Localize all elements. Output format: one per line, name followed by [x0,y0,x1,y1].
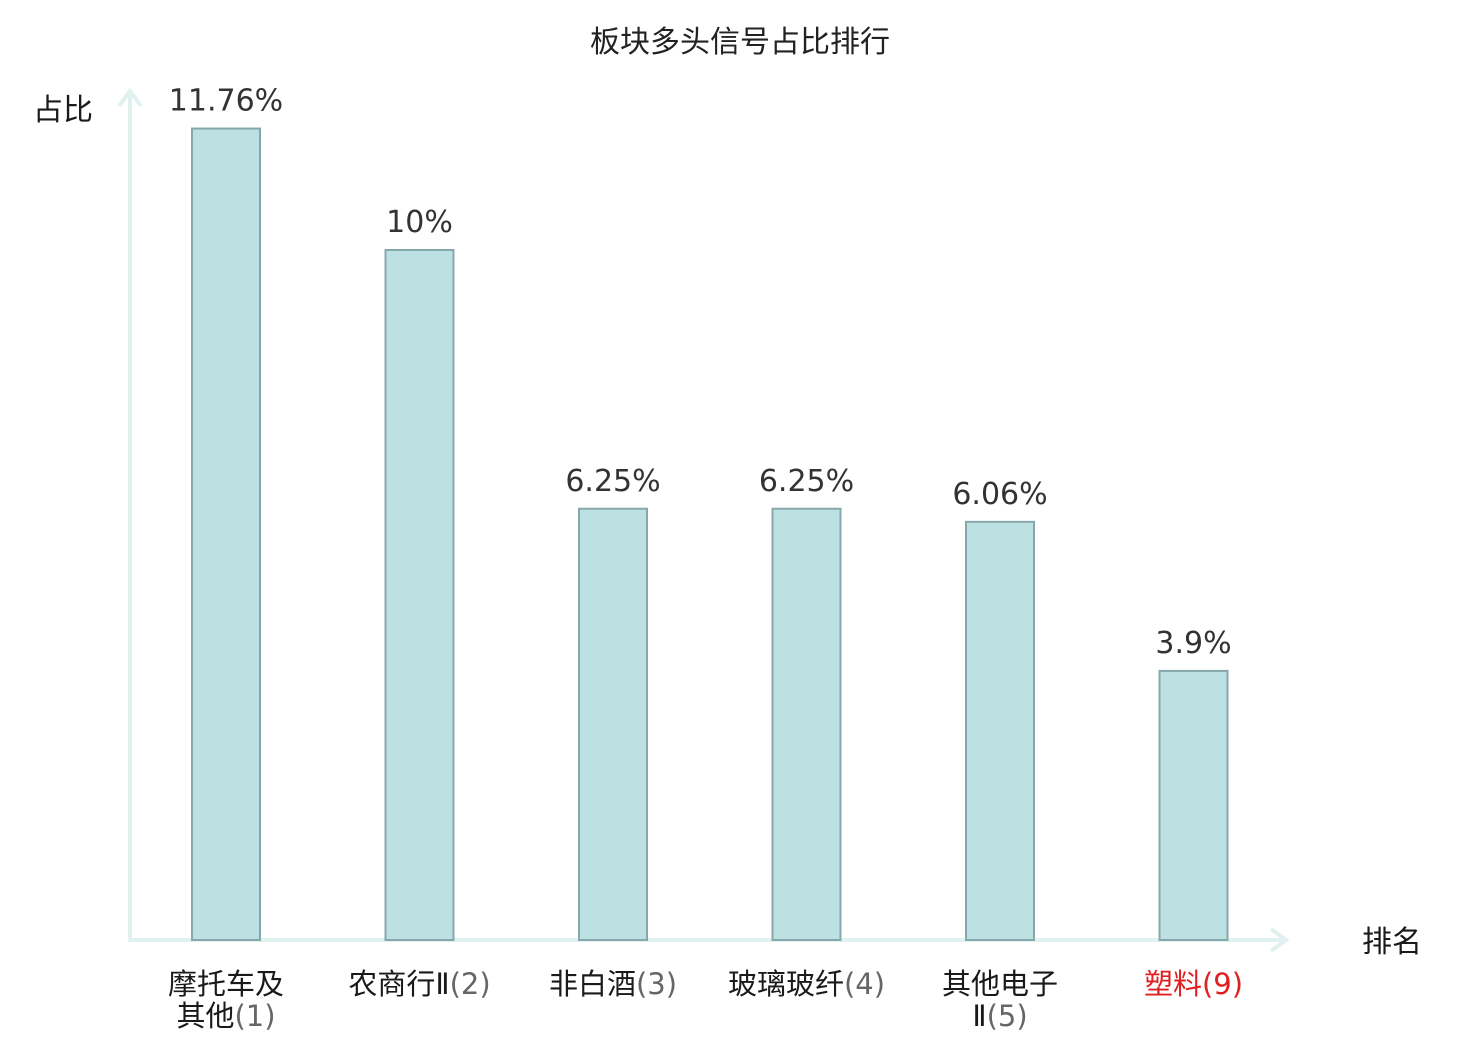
x-tick-label-4: 玻璃玻纤(4) [728,967,885,1001]
category-name: 玻璃玻纤 [728,967,844,1001]
x-axis-arrow [1269,927,1290,953]
x-tick-text: 玻璃玻纤(4) [728,967,885,1001]
chart-title: 板块多头信号占比排行 [590,25,890,60]
x-axis [128,927,1290,953]
category-name: 农商行Ⅱ [348,967,449,1001]
category-rank: (2) [450,967,491,1001]
x-tick-text: 塑料(9) [1144,967,1243,1001]
category-name: 其他电子 [942,967,1058,1001]
x-tick-label-2: 农商行Ⅱ(2) [348,967,490,1001]
category-name: 其他 [176,999,234,1033]
bar-2 [384,249,455,941]
x-tick-text: 农商行Ⅱ(2) [348,967,490,1001]
category-rank: (9) [1202,967,1243,1001]
x-tick-text: 其他(1) [176,999,275,1033]
bar-6 [1158,669,1229,942]
category-rank: (1) [234,999,275,1033]
category-name: 摩托车及 [168,967,284,1001]
value-label-5: 6.06% [952,477,1047,512]
value-label-6: 3.9% [1155,626,1231,661]
category-name: Ⅱ [972,999,986,1033]
bar-5 [965,520,1035,941]
value-label-2: 10% [386,205,453,240]
x-tick-text: 非白酒(3) [549,967,677,1001]
value-label-4: 6.25% [759,464,854,499]
value-label-1: 11.76% [169,84,283,119]
x-tick-label-3: 非白酒(3) [549,967,677,1001]
x-axis-label: 排名 [1362,925,1422,960]
x-tick-text: Ⅱ(5) [972,999,1027,1033]
y-axis-arrow [117,87,143,108]
x-tick-text: 其他电子 [942,967,1058,1001]
category-rank: (3) [636,967,677,1001]
value-label-3: 6.25% [565,464,660,499]
category-name: 非白酒 [549,967,636,1001]
bar-3 [578,507,648,941]
bars [191,127,1229,942]
category-rank: (5) [987,999,1028,1033]
x-tick-label-6: 塑料(9) [1144,967,1243,1001]
x-tick-text: 摩托车及 [168,967,284,1001]
y-axis-label: 占比 [33,93,93,128]
value-labels: 11.76% 10% 6.25% 6.25% 6.06% 3.9% [169,84,1232,661]
category-rank: (4) [844,967,885,1001]
category-name: 塑料 [1144,967,1202,1001]
bar-1 [191,127,261,941]
bar-4 [771,507,842,941]
y-axis [117,87,143,940]
